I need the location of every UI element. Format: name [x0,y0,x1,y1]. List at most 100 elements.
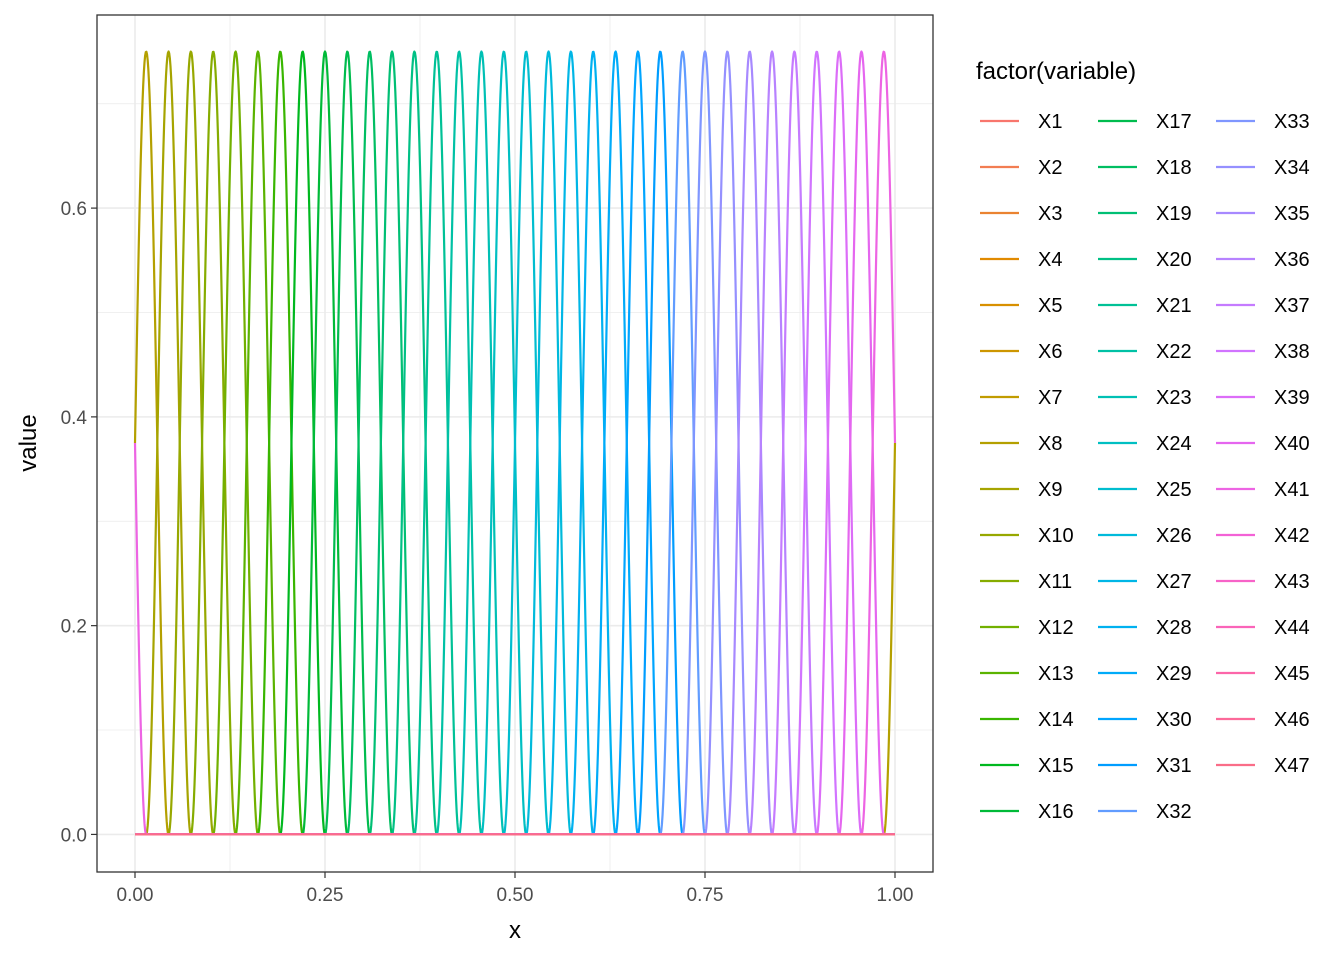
legend-label: X41 [1274,479,1310,501]
legend-item: X22 [1098,341,1192,363]
legend-item: X38 [1216,341,1310,363]
legend-label: X42 [1274,525,1310,547]
y-tick-label: 0.6 [61,199,87,220]
x-axis-title: x [509,917,521,944]
legend-item: X20 [1098,249,1192,271]
legend-item: X23 [1098,387,1192,409]
legend-item: X5 [980,295,1062,317]
legend-label: X35 [1274,203,1310,225]
legend-label: X18 [1156,157,1192,179]
legend-item: X44 [1216,617,1310,639]
x-axis: 0.00 0.25 0.50 0.75 1.00 [117,872,914,906]
x-tick-label: 0.75 [687,885,724,906]
legend-item: X2 [980,157,1062,179]
legend-item: X10 [980,525,1074,547]
legend-item: X24 [1098,433,1192,455]
legend-item: X14 [980,709,1074,731]
legend-label: X38 [1274,341,1310,363]
legend-item: X33 [1216,111,1310,133]
legend-label: X1 [1038,111,1062,133]
legend-item: X29 [1098,663,1192,685]
legend-item: X30 [1098,709,1192,731]
y-axis-title: value [15,414,42,471]
legend-label: X13 [1038,663,1074,685]
legend-item: X15 [980,755,1074,777]
legend-item: X36 [1216,249,1310,271]
legend-item: X1 [980,111,1062,133]
legend-item: X13 [980,663,1074,685]
legend-item: X27 [1098,571,1192,593]
legend-label: X14 [1038,709,1074,731]
x-tick-label: 1.00 [877,885,914,906]
legend-label: X16 [1038,801,1074,823]
legend-label: X12 [1038,617,1074,639]
legend-label: X9 [1038,479,1062,501]
legend-item: X28 [1098,617,1192,639]
legend-label: X43 [1274,571,1310,593]
legend-label: X2 [1038,157,1062,179]
y-tick-label: 0.4 [61,408,88,429]
legend-label: X22 [1156,341,1192,363]
legend-label: X5 [1038,295,1062,317]
x-tick-label: 0.50 [497,885,534,906]
legend-item: X41 [1216,479,1310,501]
legend-label: X44 [1274,617,1310,639]
legend-label: X23 [1156,387,1192,409]
legend-label: X27 [1156,571,1192,593]
legend-label: X37 [1274,295,1310,317]
x-tick-label: 0.00 [117,885,154,906]
legend-item: X42 [1216,525,1310,547]
legend-label: X32 [1156,801,1192,823]
legend-label: X26 [1156,525,1192,547]
legend-label: X11 [1038,571,1072,593]
legend-label: X34 [1274,157,1310,179]
legend-item: X39 [1216,387,1310,409]
legend-item: X4 [980,249,1062,271]
legend-label: X46 [1274,709,1310,731]
legend-title: factor(variable) [976,58,1136,85]
legend-item: X45 [1216,663,1310,685]
legend-item: X7 [980,387,1062,409]
legend-item: X37 [1216,295,1310,317]
legend-label: X7 [1038,387,1062,409]
legend-item: X8 [980,433,1062,455]
legend-items: X1 X2 X3 X4 X5 X6 X7 X8 X9 X10 X11 X12 X13 X14 X15 X16 X… [980,111,1310,823]
legend-label: X40 [1274,433,1310,455]
legend-label: X47 [1274,755,1310,777]
legend-label: X19 [1156,203,1192,225]
legend-label: X33 [1274,111,1310,133]
plot-panel [96,14,934,873]
legend-item: X6 [980,341,1062,363]
legend-item: X32 [1098,801,1192,823]
legend-label: X24 [1156,433,1192,455]
legend-label: X39 [1274,387,1310,409]
legend-item: X35 [1216,203,1310,225]
legend-item: X18 [1098,157,1192,179]
legend-label: X21 [1156,295,1192,317]
legend-item: X12 [980,617,1074,639]
legend-label: X29 [1156,663,1192,685]
legend-label: X20 [1156,249,1192,271]
legend-label: X3 [1038,203,1062,225]
legend-item: X9 [980,479,1062,501]
legend-label: X4 [1038,249,1062,271]
legend-label: X15 [1038,755,1074,777]
legend-item: X11 [980,571,1072,593]
legend-label: X25 [1156,479,1192,501]
legend-label: X17 [1156,111,1192,133]
legend-item: X25 [1098,479,1192,501]
legend-label: X30 [1156,709,1192,731]
legend-label: X8 [1038,433,1062,455]
y-tick-label: 0.0 [61,825,87,846]
y-axis: 0.0 0.2 0.4 0.6 [61,199,97,846]
legend-label: X10 [1038,525,1074,547]
legend-item: X3 [980,203,1062,225]
legend-label: X6 [1038,341,1062,363]
legend-label: X36 [1274,249,1310,271]
legend-label: X28 [1156,617,1192,639]
legend-item: X43 [1216,571,1310,593]
legend-item: X16 [980,801,1074,823]
legend-item: X47 [1216,755,1310,777]
legend-item: X31 [1098,755,1192,777]
